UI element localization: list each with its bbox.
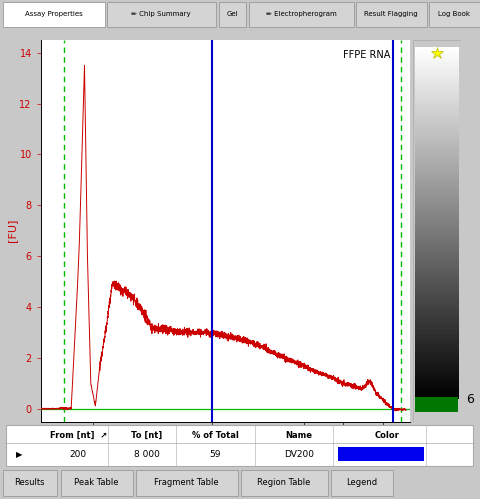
Text: Fragment Table: Fragment Table (154, 478, 219, 487)
Text: [nt]: [nt] (412, 439, 430, 449)
Bar (415, 397, 458, 412)
Text: FFPE RNA: FFPE RNA (343, 50, 391, 60)
Text: Region Table: Region Table (257, 478, 311, 487)
Bar (218, 2, 245, 26)
Text: To [nt]: To [nt] (131, 431, 163, 440)
Bar (249, 2, 353, 26)
Text: 59: 59 (210, 450, 221, 459)
Bar (338, 447, 424, 462)
Bar (356, 2, 427, 26)
Text: Peak Table: Peak Table (74, 478, 119, 487)
Bar (240, 470, 327, 497)
Text: 6: 6 (467, 393, 474, 406)
Text: DV200: DV200 (284, 450, 314, 459)
Text: % of Total: % of Total (192, 431, 239, 440)
Text: Color: Color (374, 431, 399, 440)
Bar (107, 2, 216, 26)
Bar (2, 470, 57, 497)
Text: ✏ Electropherogram: ✏ Electropherogram (265, 11, 336, 17)
Text: Assay Properties: Assay Properties (24, 11, 83, 17)
Text: DV200: DV200 (197, 429, 227, 438)
Text: 200: 200 (70, 450, 87, 459)
Text: Results: Results (14, 478, 45, 487)
Bar (429, 2, 480, 26)
Bar (331, 470, 393, 497)
Text: 8 000: 8 000 (134, 450, 160, 459)
Text: ▶: ▶ (16, 450, 23, 459)
Text: Result Flagging: Result Flagging (364, 11, 418, 17)
Text: Gel: Gel (226, 11, 238, 17)
Text: ✏ Chip Summary: ✏ Chip Summary (131, 11, 191, 17)
Text: Legend: Legend (346, 478, 377, 487)
Bar (135, 470, 238, 497)
Text: From [nt]  ↗: From [nt] ↗ (49, 431, 107, 440)
Y-axis label: [FU]: [FU] (7, 219, 17, 243)
Bar (60, 470, 132, 497)
Text: Name: Name (285, 431, 312, 440)
Bar (2, 2, 105, 26)
Text: Log Book: Log Book (438, 11, 470, 17)
